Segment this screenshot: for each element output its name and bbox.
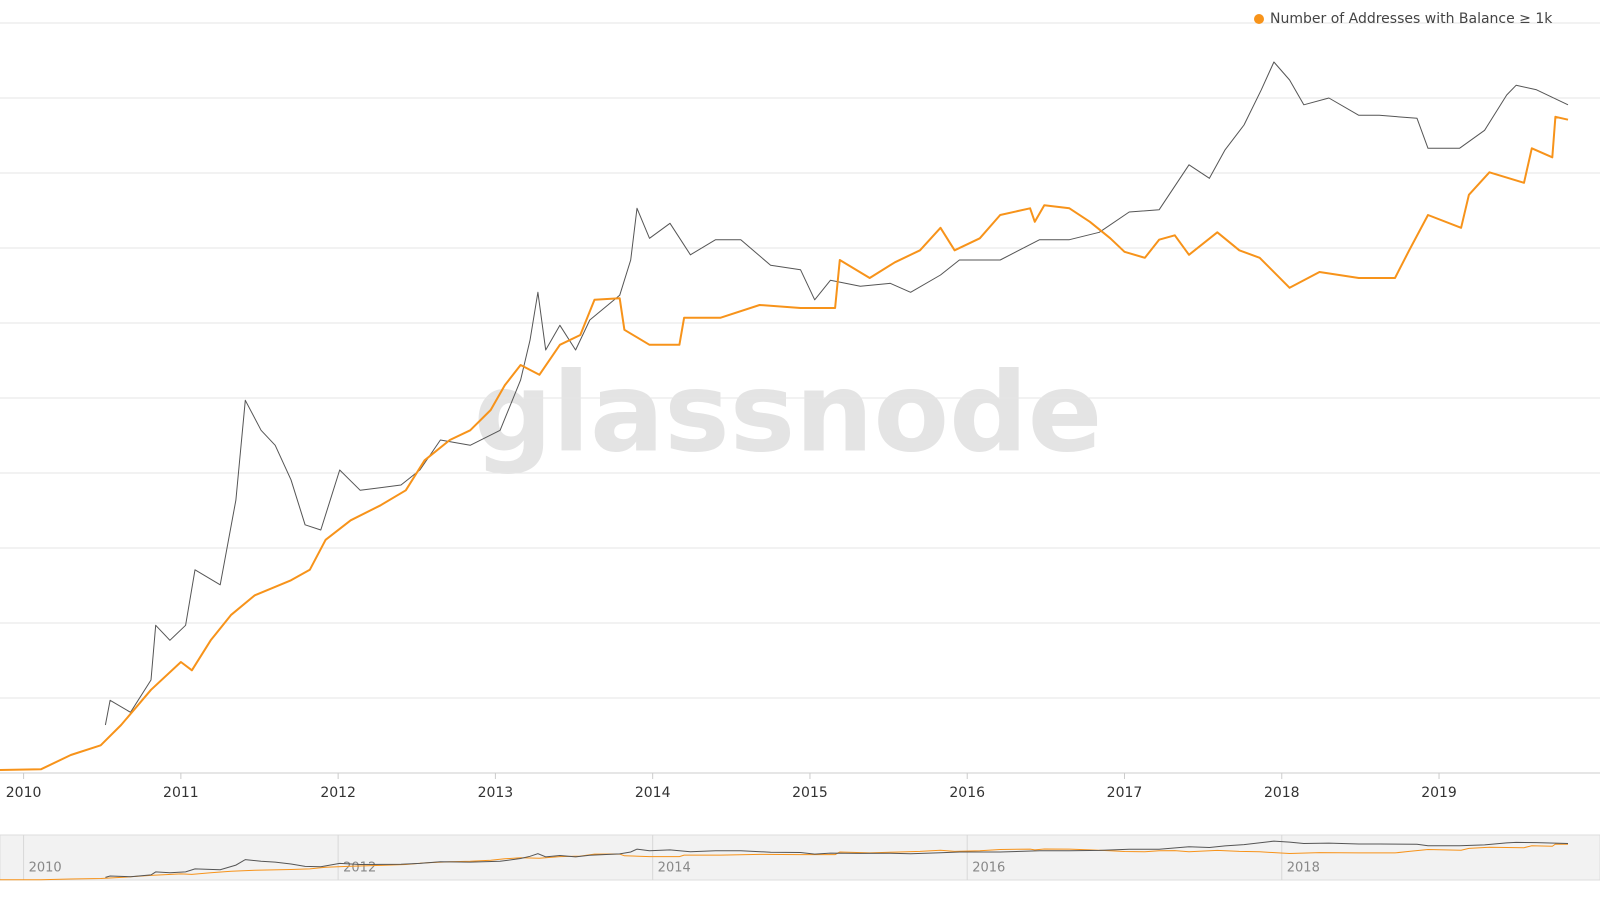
navigator-tick-label: 2018	[1287, 861, 1320, 876]
legend-marker	[1254, 14, 1264, 24]
x-tick-label: 2010	[6, 785, 42, 801]
navigator-tick-label: 2012	[343, 861, 376, 876]
x-tick-label: 2014	[635, 785, 671, 801]
line-series	[104, 61, 1569, 726]
x-tick-label: 2013	[478, 785, 514, 801]
navigator-tick-label: 2010	[29, 861, 62, 876]
x-tick-label: 2018	[1264, 785, 1300, 801]
x-tick-label: 2016	[949, 785, 985, 801]
x-tick-label: 2011	[163, 785, 199, 801]
x-tick-label: 2012	[320, 785, 356, 801]
navigator-tick-label: 2016	[972, 861, 1005, 876]
x-tick-label: 2017	[1107, 785, 1143, 801]
navigator-tick-label: 2014	[658, 861, 691, 876]
legend-label: Number of Addresses with Balance ≥ 1k	[1270, 11, 1553, 27]
navigator-series	[105, 840, 1569, 878]
line-series	[0, 115, 1569, 771]
x-tick-label: 2019	[1421, 785, 1457, 801]
watermark: glassnode	[474, 348, 1103, 476]
x-tick-label: 2015	[792, 785, 828, 801]
navigator-background	[0, 834, 1600, 881]
